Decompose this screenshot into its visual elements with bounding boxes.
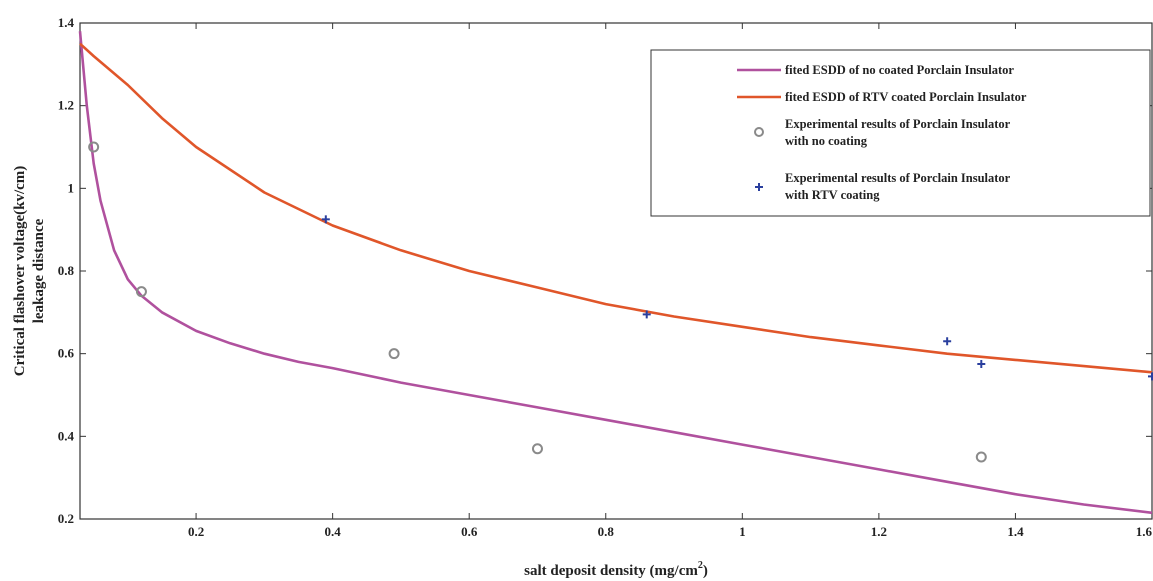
series-layer xyxy=(78,31,1153,515)
x-tick-label: 1.2 xyxy=(871,524,887,539)
axis-ticks: 0.2 0.4 0.6 0.8 1 1.2 1.4 1.6 0.2 0.4 0.6 0.8 1 1.2 1.… xyxy=(58,15,1153,539)
x-tick-label: 1 xyxy=(739,524,746,539)
data-point-no-coating xyxy=(88,141,100,153)
data-point-no-coating xyxy=(531,443,543,455)
x-tick-label: 0.2 xyxy=(188,524,204,539)
y-tick-label: 1.4 xyxy=(58,15,75,30)
legend-label-rtv-fit: fited ESDD of RTV coated Porclain Insula… xyxy=(785,90,1027,104)
series-line-0 xyxy=(78,31,1153,515)
y-tick-label: 0.6 xyxy=(58,346,75,361)
y-axis-label: Critical flashover voltage(kv/cm) leakag… xyxy=(12,166,47,377)
y-tick-label: 1.2 xyxy=(58,98,74,113)
data-point-rtv-coating xyxy=(1148,372,1153,381)
y-axis-label-line2: leakage distance xyxy=(31,218,47,323)
y-axis-label-line1: Critical flashover voltage(kv/cm) xyxy=(12,166,28,377)
x-tick-label: 1.6 xyxy=(1136,524,1153,539)
series-line-1 xyxy=(79,42,1153,374)
legend: fited ESDD of no coated Porclain Insulat… xyxy=(650,49,1151,217)
data-point-rtv-coating xyxy=(321,215,330,224)
y-tick-label: 0.8 xyxy=(58,263,75,278)
legend-label-no-coated-fit: fited ESDD of no coated Porclain Insulat… xyxy=(785,63,1014,77)
x-axis-label-superscript: 2 xyxy=(698,560,703,571)
y-tick-label: 0.4 xyxy=(58,428,75,443)
legend-label-no-coating-line2: with no coating xyxy=(785,134,868,148)
x-axis-label: salt deposit density (mg/cm2) xyxy=(524,560,708,579)
legend-box xyxy=(650,49,1151,217)
legend-label-rtv-coating-line1: Experimental results of Porclain Insulat… xyxy=(785,171,1011,185)
data-point-rtv-coating xyxy=(642,310,651,319)
y-tick-label: 0.2 xyxy=(58,511,74,526)
data-point-no-coating xyxy=(975,451,987,463)
legend-label-no-coating-line1: Experimental results of Porclain Insulat… xyxy=(785,117,1011,131)
x-axis-label-main: salt deposit density (mg/cm xyxy=(524,563,698,579)
x-tick-label: 1.4 xyxy=(1007,524,1024,539)
legend-marker-rtv-coating xyxy=(755,183,763,191)
legend-label-rtv-coating-line2: with RTV coating xyxy=(785,188,880,202)
y-tick-label: 1 xyxy=(68,180,75,195)
data-point-rtv-coating xyxy=(977,360,986,368)
x-tick-label: 0.4 xyxy=(325,524,342,539)
x-tick-label: 0.6 xyxy=(461,524,478,539)
data-point-rtv-coating xyxy=(943,337,952,346)
x-tick-label: 0.8 xyxy=(598,524,615,539)
data-point-no-coating xyxy=(135,286,147,298)
legend-marker-no-coating xyxy=(754,127,764,137)
data-point-no-coating xyxy=(388,348,400,360)
x-axis-label-close: ) xyxy=(703,563,708,579)
